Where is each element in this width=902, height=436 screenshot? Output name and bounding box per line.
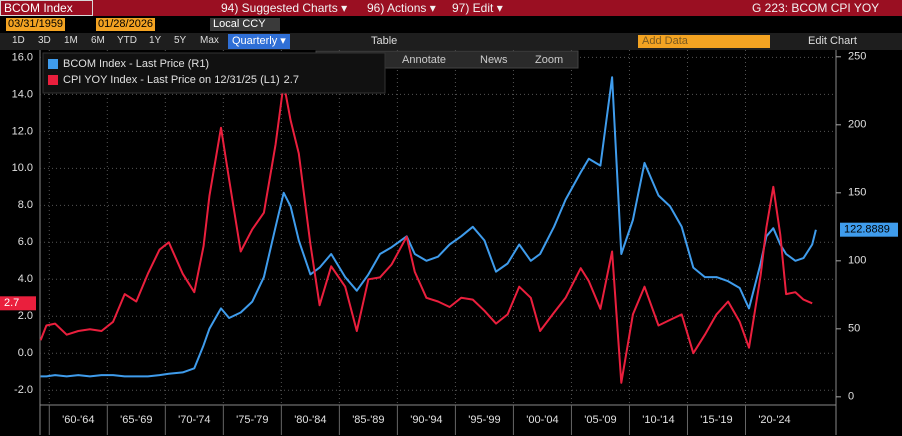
- y-tick-label: 4.0: [18, 273, 33, 285]
- period[interactable]: 6M: [91, 35, 105, 46]
- x-tick-label: '95-'99: [468, 414, 500, 426]
- legend-last-value: 2.7: [284, 74, 299, 86]
- y2-tick-label: 250: [848, 51, 866, 63]
- last-value-label: 122.8889: [844, 224, 890, 236]
- line-series: [40, 76, 817, 378]
- period[interactable]: Max: [200, 35, 219, 46]
- x-tick-label: '85-'89: [352, 414, 384, 426]
- chart-tool: Annotate: [402, 54, 446, 66]
- period[interactable]: 1M: [64, 35, 78, 46]
- x-tick-label: '75-'79: [236, 414, 268, 426]
- y2-tick-label: 100: [848, 255, 866, 267]
- x-tick-label: '60-'64: [62, 414, 94, 426]
- y-tick-label: 12.0: [12, 125, 33, 137]
- y-tick-label: 0.0: [18, 347, 33, 359]
- currency[interactable]: Local CCY: [210, 18, 280, 31]
- title-bar: BCOM Index 94) Suggested Charts ▾ 96) Ac…: [0, 0, 902, 16]
- last-value-label: 2.7: [4, 297, 19, 309]
- chart-tool: Zoom: [535, 54, 563, 66]
- menu[interactable]: 96) Actions ▾: [367, 1, 436, 15]
- frequency[interactable]: Quarterly ▾: [228, 34, 290, 49]
- control-row: 1D 3D 1M 6M YTD 1Y 5Y Max Quarterly ▾ Ta…: [0, 33, 902, 50]
- y-tick-label: 6.0: [18, 236, 33, 248]
- end-date[interactable]: 01/28/2026: [96, 18, 156, 31]
- period[interactable]: YTD: [117, 35, 137, 46]
- add-data[interactable]: Add Data: [638, 35, 770, 48]
- y-tick-label: 14.0: [12, 88, 33, 100]
- x-tick-label: '70-'74: [178, 414, 210, 426]
- period[interactable]: 1D: [12, 35, 25, 46]
- legend-label: CPI YOY Index - Last Price on 12/31/25 (…: [63, 74, 280, 86]
- legend-swatch: [48, 75, 58, 85]
- x-tick-label: '05-'09: [584, 414, 616, 426]
- last-value-badge: [0, 296, 36, 311]
- x-tick-label: '80-'84: [294, 414, 326, 426]
- line-series: [39, 82, 813, 384]
- edit-chart[interactable]: Edit Chart: [808, 35, 857, 47]
- y2-tick-label: 50: [848, 323, 860, 335]
- legend-box: [42, 52, 386, 94]
- legend-swatch: [48, 59, 58, 69]
- menu[interactable]: 94) Suggested Charts ▾: [221, 1, 348, 15]
- y2-tick-label: 0: [848, 391, 854, 403]
- period[interactable]: 1Y: [149, 35, 162, 46]
- y2-tick-label: 200: [848, 119, 866, 131]
- y-tick-label: 8.0: [18, 199, 33, 211]
- page-code: G 223: BCOM CPI YOY: [752, 1, 880, 15]
- y-tick-label: 16.0: [12, 51, 33, 63]
- last-value-badge: [840, 222, 898, 237]
- x-tick-label: '90-'94: [410, 414, 442, 426]
- x-tick-label: '00-'04: [526, 414, 558, 426]
- table-button[interactable]: Table: [371, 35, 398, 47]
- y-tick-label: -2.0: [14, 384, 33, 396]
- y2-tick-label: 150: [848, 187, 866, 199]
- legend-label: BCOM Index - Last Price (R1): [63, 58, 209, 70]
- x-tick-label: '15-'19: [700, 414, 732, 426]
- security[interactable]: BCOM Index: [0, 0, 93, 16]
- chart-tool: News: [480, 54, 508, 66]
- x-tick-label: '10-'14: [642, 414, 674, 426]
- date-row: 03/31/1959 01/28/2026 Local CCY: [0, 16, 902, 34]
- x-tick-label: '65-'69: [120, 414, 152, 426]
- start-date[interactable]: 03/31/1959: [6, 18, 66, 31]
- chart: -2.0 0.0 2.0 4.0 6.0 8.0 10.0 12.0 14.0 16.0 0 50 10…: [0, 50, 898, 435]
- menu[interactable]: 97) Edit ▾: [452, 1, 503, 15]
- x-tick-label: '20-'24: [758, 414, 790, 426]
- legend: BCOM Index - Last Price (R1) CPI YOY Inde…: [42, 52, 386, 94]
- period[interactable]: 3D: [38, 35, 51, 46]
- y-tick-label: 10.0: [12, 162, 33, 174]
- period[interactable]: 5Y: [174, 35, 187, 46]
- y-tick-label: 2.0: [18, 310, 33, 322]
